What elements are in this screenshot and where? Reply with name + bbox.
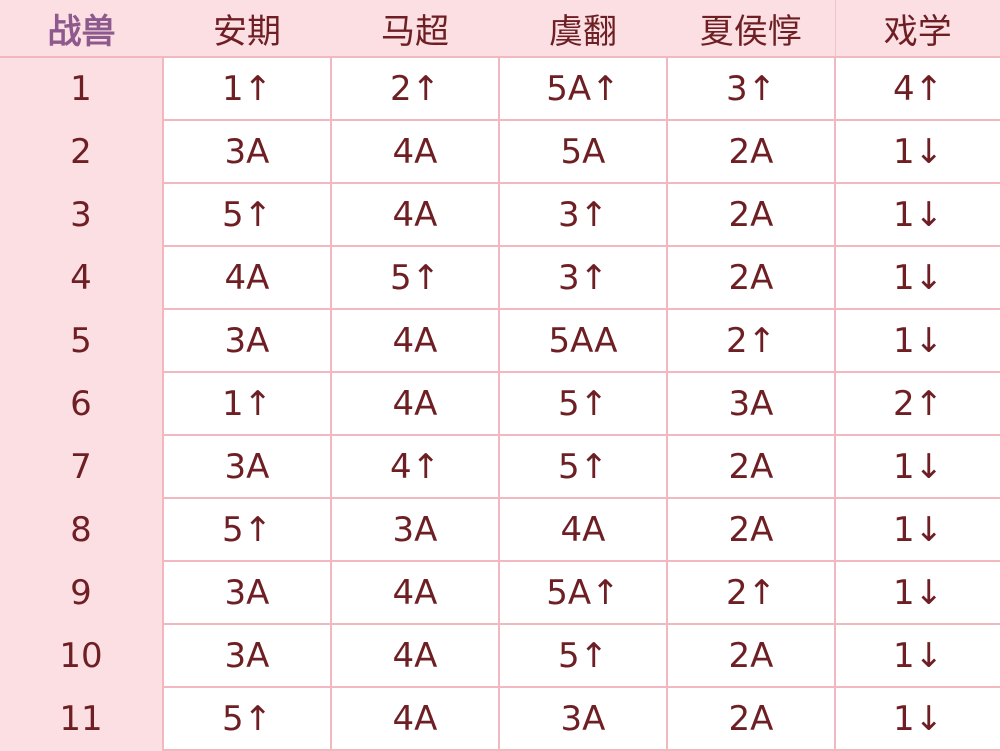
- table-cell: 1↑: [162, 371, 332, 436]
- table-cell: 3↑: [498, 245, 668, 310]
- table-cell: 1↓: [834, 560, 1000, 625]
- table-row: 2 3A 4A 5A 2A 1↓: [0, 119, 1000, 184]
- table-cell: 4A: [330, 560, 500, 625]
- table-cell: 5A↑: [498, 560, 668, 625]
- table-cell: 4A: [330, 119, 500, 184]
- table-cell: 2↑: [666, 560, 836, 625]
- table-row: 4 4A 5↑ 3↑ 2A 1↓: [0, 245, 1000, 310]
- table-cell: 5↑: [330, 245, 500, 310]
- table-cell: 2↑: [834, 371, 1000, 436]
- table-row: 8 5↑ 3A 4A 2A 1↓: [0, 497, 1000, 562]
- table-cell: 4A: [330, 623, 500, 688]
- table-cell: 2↑: [330, 56, 500, 121]
- table-cell: 2A: [666, 623, 836, 688]
- table-cell: 2↑: [666, 308, 836, 373]
- table-cell: 2A: [666, 497, 836, 562]
- table-cell: 5AA: [498, 308, 668, 373]
- table-cell: 2A: [666, 119, 836, 184]
- header-cell: 戏学: [834, 0, 1000, 58]
- table-cell: 4A: [330, 371, 500, 436]
- row-index: 3: [0, 183, 164, 246]
- table-cell: 5↑: [162, 182, 332, 247]
- table-cell: 4↑: [834, 56, 1000, 121]
- table-cell: 2A: [666, 245, 836, 310]
- table-cell: 3A: [162, 119, 332, 184]
- table-row: 10 3A 4A 5↑ 2A 1↓: [0, 623, 1000, 688]
- table-cell: 3↑: [666, 56, 836, 121]
- table-cell: 1↓: [834, 686, 1000, 751]
- table-cell: 3A: [498, 686, 668, 751]
- table-cell: 5↑: [498, 623, 668, 688]
- table-cell: 5↑: [498, 371, 668, 436]
- row-index: 9: [0, 561, 164, 624]
- row-index: 6: [0, 372, 164, 435]
- table-row: 6 1↑ 4A 5↑ 3A 2↑: [0, 371, 1000, 436]
- row-index: 8: [0, 498, 164, 561]
- table-cell: 1↓: [834, 308, 1000, 373]
- table-cell: 1↓: [834, 497, 1000, 562]
- header-index: 战兽: [0, 0, 163, 58]
- table-cell: 1↓: [834, 119, 1000, 184]
- table-cell: 4A: [330, 686, 500, 751]
- row-index: 10: [0, 624, 164, 687]
- table-cell: 4A: [498, 497, 668, 562]
- table-row: 5 3A 4A 5AA 2↑ 1↓: [0, 308, 1000, 373]
- table-cell: 3A: [162, 623, 332, 688]
- table-cell: 5↑: [162, 686, 332, 751]
- table-cell: 4A: [162, 245, 332, 310]
- table-cell: 3↑: [498, 182, 668, 247]
- row-index: 2: [0, 120, 164, 183]
- table-cell: 2A: [666, 182, 836, 247]
- table-cell: 4A: [330, 182, 500, 247]
- row-index: 7: [0, 435, 164, 498]
- table-row: 3 5↑ 4A 3↑ 2A 1↓: [0, 182, 1000, 247]
- table-cell: 5A↑: [498, 56, 668, 121]
- table-row: 7 3A 4↑ 5↑ 2A 1↓: [0, 434, 1000, 499]
- table-cell: 5↑: [498, 434, 668, 499]
- table-cell: 3A: [162, 560, 332, 625]
- header-cell: 夏侯惇: [667, 0, 835, 58]
- table-row: 11 5↑ 4A 3A 2A 1↓: [0, 686, 1000, 751]
- table-cell: 4A: [330, 308, 500, 373]
- table-cell: 1↓: [834, 182, 1000, 247]
- row-index: 1: [0, 57, 164, 120]
- table-cell: 3A: [162, 434, 332, 499]
- row-index: 11: [0, 687, 164, 750]
- table-cell: 1↓: [834, 623, 1000, 688]
- table-row: 1 1↑ 2↑ 5A↑ 3↑ 4↑: [0, 56, 1000, 121]
- table-row: 9 3A 4A 5A↑ 2↑ 1↓: [0, 560, 1000, 625]
- header-row: 战兽 安期 马超 虞翻 夏侯惇 戏学: [0, 0, 1000, 58]
- row-index: 4: [0, 246, 164, 309]
- row-index: 5: [0, 309, 164, 372]
- table-cell: 5A: [498, 119, 668, 184]
- header-cell: 马超: [331, 0, 499, 58]
- header-cell: 安期: [163, 0, 331, 58]
- table-cell: 3A: [162, 308, 332, 373]
- table-cell: 1↑: [162, 56, 332, 121]
- table-cell: 3A: [666, 371, 836, 436]
- table-cell: 1↓: [834, 434, 1000, 499]
- table-cell: 4↑: [330, 434, 500, 499]
- table-cell: 2A: [666, 686, 836, 751]
- header-cell: 虞翻: [499, 0, 667, 58]
- table-cell: 5↑: [162, 497, 332, 562]
- table-cell: 1↓: [834, 245, 1000, 310]
- table-cell: 3A: [330, 497, 500, 562]
- table-cell: 2A: [666, 434, 836, 499]
